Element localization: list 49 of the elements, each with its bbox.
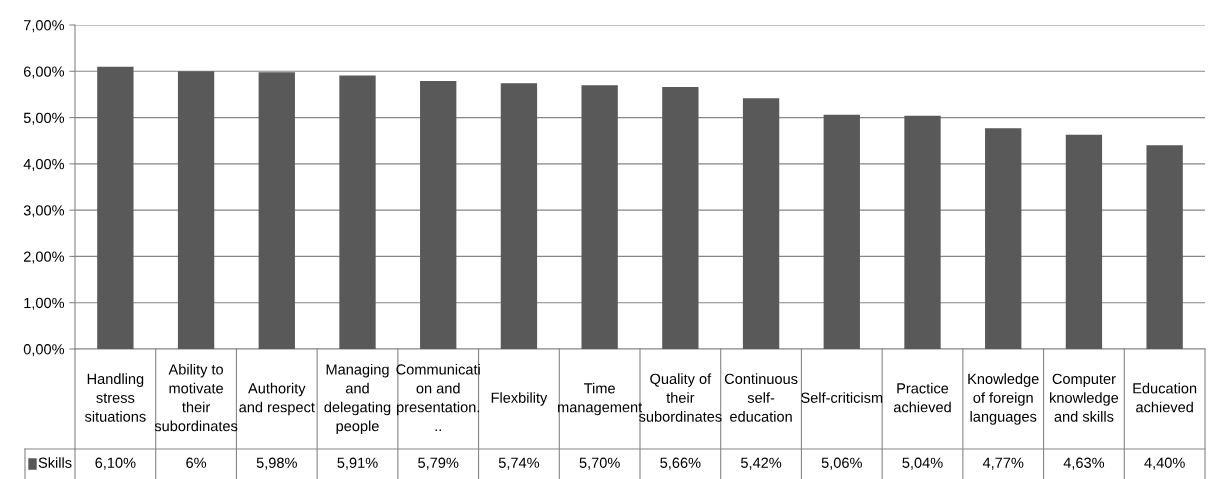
x-tick-label: Practice achieved xyxy=(893,382,951,413)
bar xyxy=(97,66,134,349)
x-tick-label: Education achieved xyxy=(1133,382,1197,413)
data-label: 5,70% xyxy=(579,457,620,470)
x-tick-label: Handling stress situations xyxy=(84,373,146,422)
data-label: 5,66% xyxy=(660,457,701,470)
x-tick-label: Computer knowledge and skills xyxy=(1050,373,1119,422)
bar xyxy=(742,98,780,349)
data-label: 5,79% xyxy=(418,457,459,470)
y-tick-label: 5,00% xyxy=(23,112,65,125)
x-tick-label: Ability to motivate their subordinates xyxy=(154,363,238,432)
data-label: 4,63% xyxy=(1063,457,1105,470)
data-label: 4,40% xyxy=(1144,457,1185,470)
data-label: 4,77% xyxy=(982,457,1024,470)
x-tick-label: Knowledge of foreign languages xyxy=(968,373,1039,425)
data-label: 5,91% xyxy=(337,457,378,470)
x-tick-label: Managing and delegating people xyxy=(324,363,391,435)
data-label: 5,04% xyxy=(902,457,943,470)
bar xyxy=(662,87,699,349)
x-tick-label: Communicati on and presentation. .. xyxy=(396,363,480,432)
y-tick-label: 7,00% xyxy=(23,20,65,33)
data-label: 5,06% xyxy=(821,457,862,470)
legend-label: Skills xyxy=(38,457,72,468)
bar xyxy=(904,115,941,349)
x-tick-label: Continuous self- education xyxy=(724,373,798,422)
x-tick-label: Self-criticism xyxy=(801,392,883,403)
data-label: 5,74% xyxy=(498,457,540,470)
x-tick-label: Flexbility xyxy=(491,392,548,406)
bar xyxy=(985,128,1022,349)
bar xyxy=(420,81,457,349)
x-tick-label: Authority and respect xyxy=(239,382,315,416)
data-label: 5,98% xyxy=(256,457,297,470)
y-tick-label: 2,00% xyxy=(23,251,65,264)
y-tick-label: 6,00% xyxy=(23,66,65,79)
y-tick-label: 0,00% xyxy=(23,344,65,357)
y-tick-label: 4,00% xyxy=(23,158,65,172)
bar xyxy=(177,71,215,349)
data-label: 5,42% xyxy=(740,457,782,470)
y-tick-label: 3,00% xyxy=(23,205,65,218)
bar xyxy=(500,83,538,349)
bar xyxy=(1146,145,1183,349)
data-label: 6,10% xyxy=(95,457,136,470)
bar xyxy=(823,114,860,349)
y-tick-label: 1,00% xyxy=(24,297,65,310)
data-label: 6% xyxy=(186,457,207,468)
bar xyxy=(339,75,376,349)
bar xyxy=(581,85,618,349)
bar xyxy=(1065,134,1103,349)
bar xyxy=(258,72,295,349)
